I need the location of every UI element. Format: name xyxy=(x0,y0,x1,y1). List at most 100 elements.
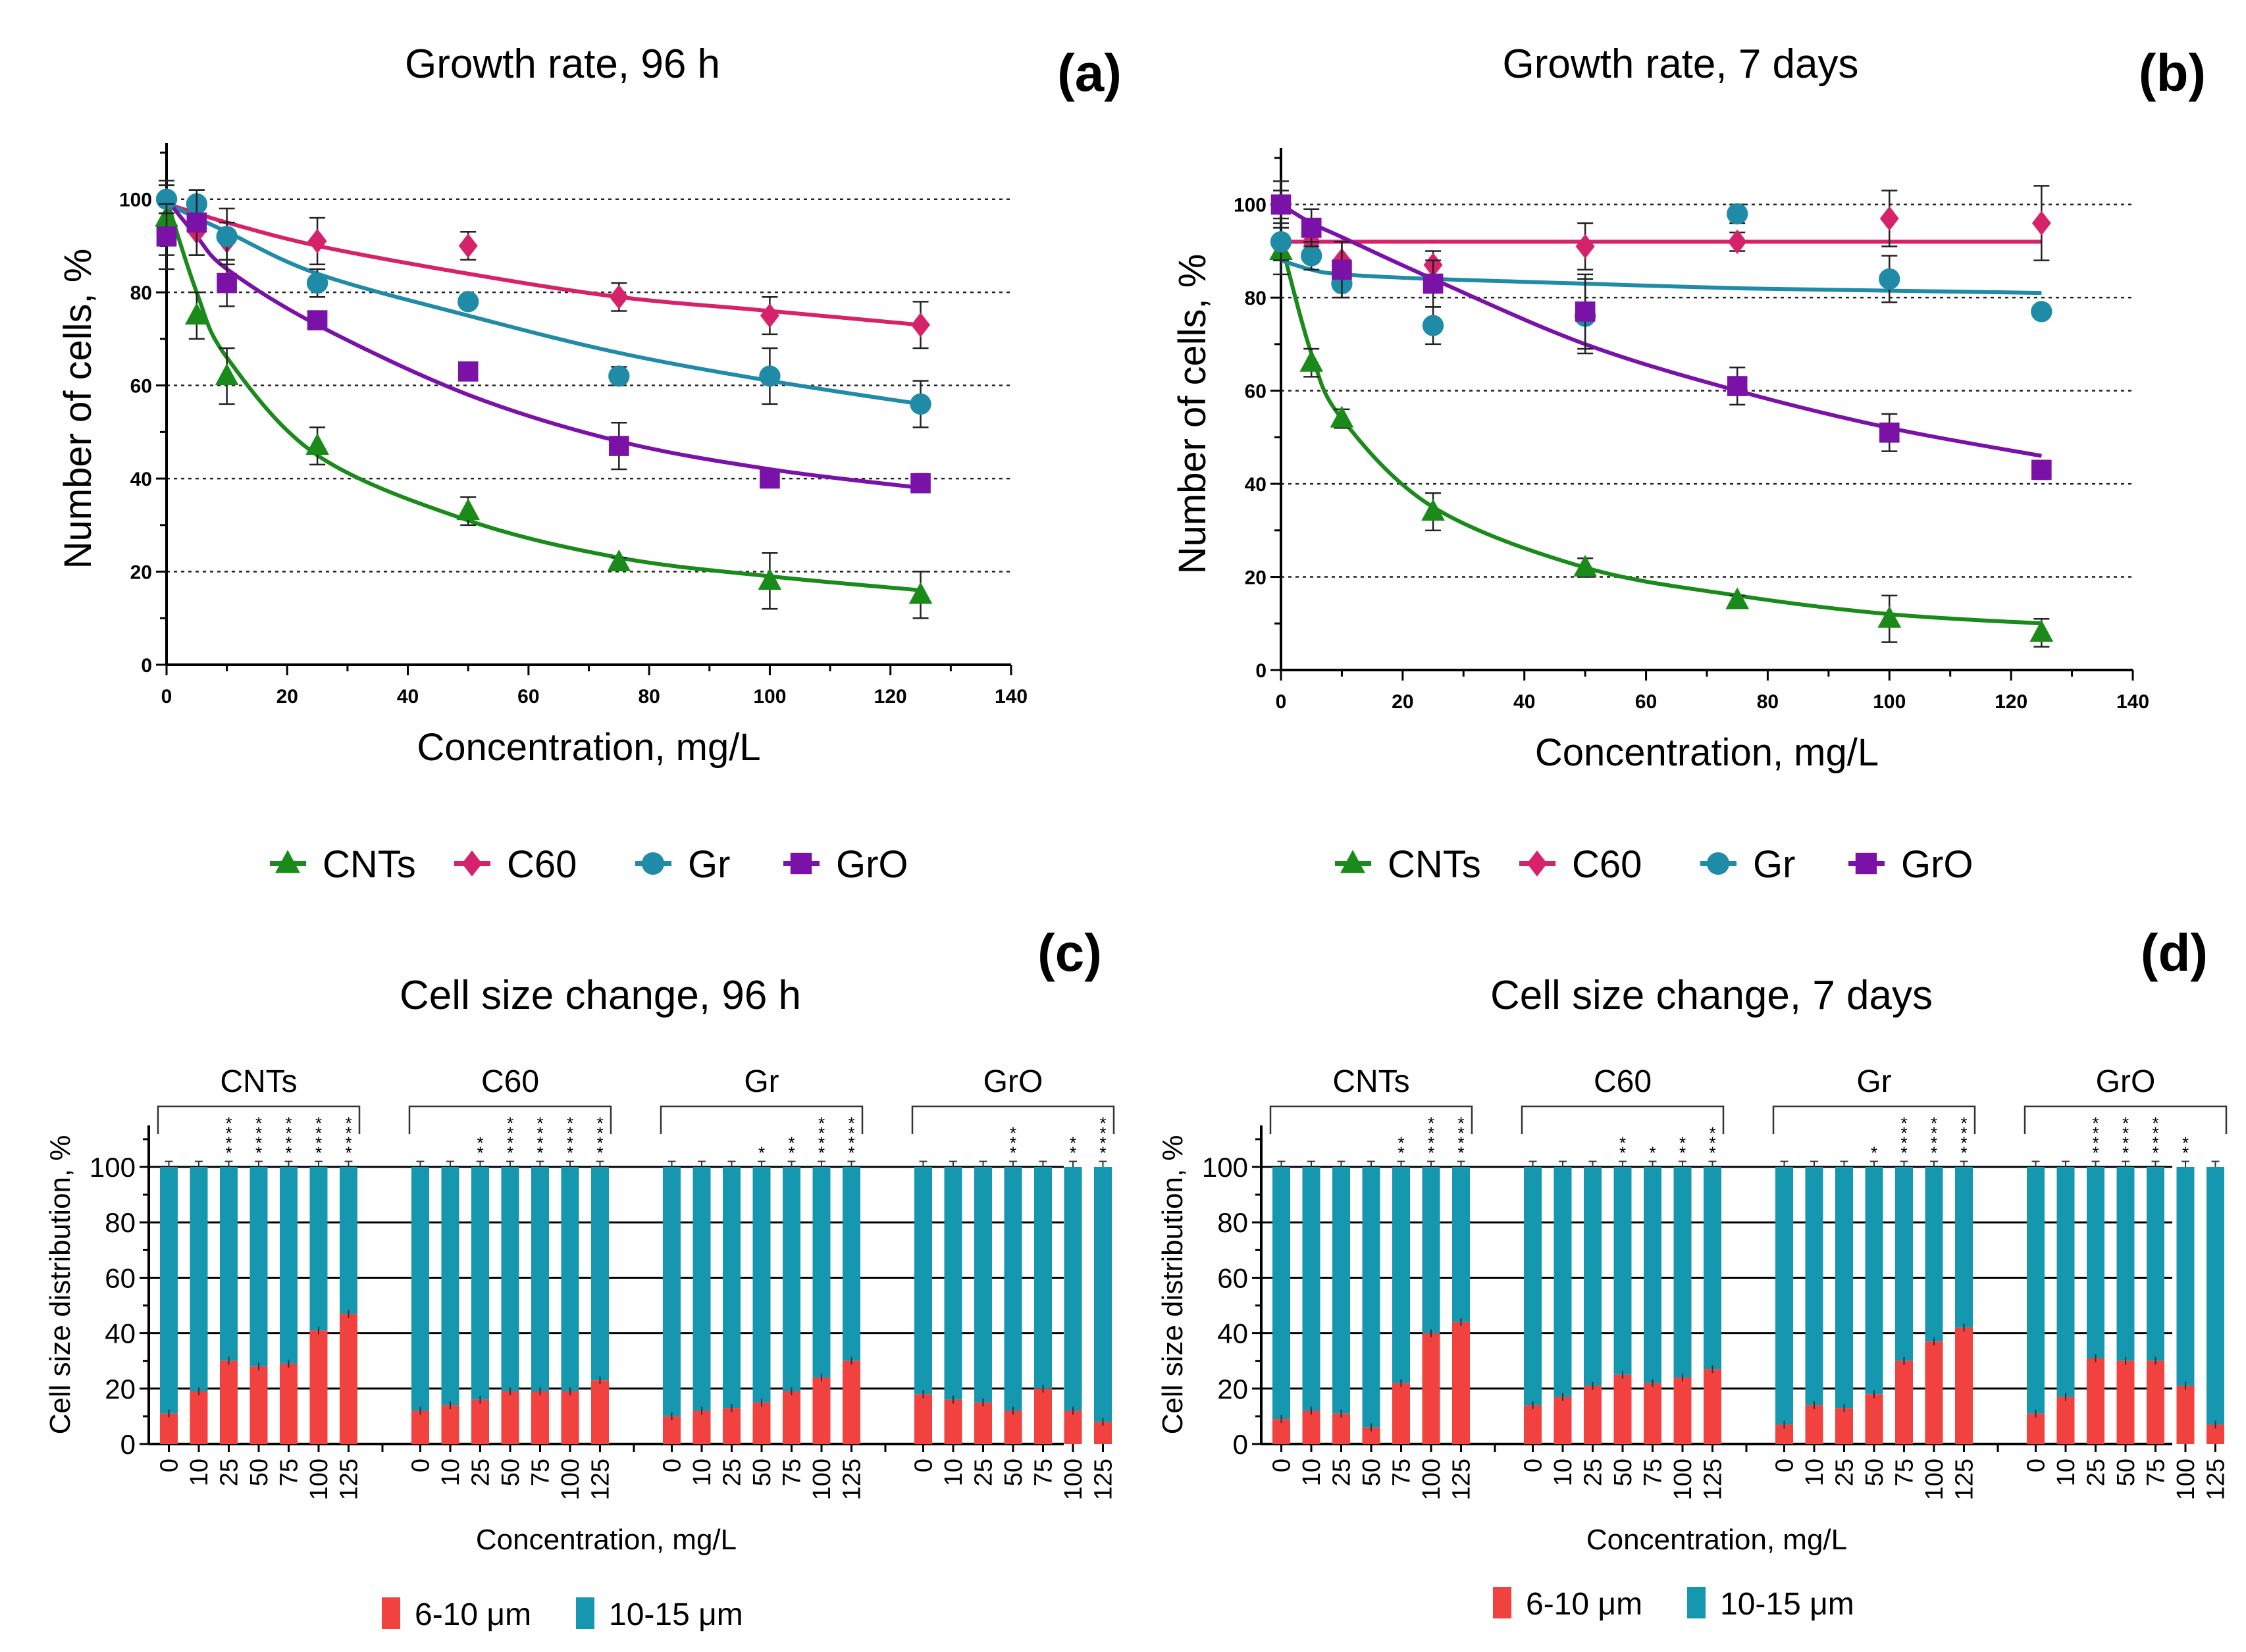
significance-star: * xyxy=(477,1133,483,1152)
data-point-gr xyxy=(910,393,931,415)
significance-star: * xyxy=(1649,1143,1656,1162)
significance-star: * xyxy=(2152,1133,2158,1152)
data-point-gr xyxy=(306,272,328,294)
significance-star: * xyxy=(1457,1133,1464,1152)
y-axis-title: Cell size distribution, % xyxy=(1157,1135,1189,1434)
legend-marker-c60 xyxy=(461,850,483,877)
chart-title: Cell size change, 96 h xyxy=(400,973,801,1018)
panel-b: Growth rate, 7 days (b) 0 20 40 60 80 100 0 20 40 6… xyxy=(1171,41,2206,774)
significance-star: * xyxy=(818,1113,825,1133)
bar-segment-10-15um xyxy=(2147,1167,2164,1361)
bar-segment-6-10um xyxy=(1584,1385,1602,1444)
bar-segment-6-10um xyxy=(411,1410,429,1444)
significance-star: * xyxy=(1099,1133,1106,1152)
group-bracket xyxy=(1521,1105,1725,1134)
data-point-cnts xyxy=(1877,606,1902,628)
x-tick-label: 10 xyxy=(1801,1458,1829,1486)
data-point-gro xyxy=(186,212,207,233)
x-tick-label: 0 xyxy=(407,1458,435,1472)
significance-star: * xyxy=(1931,1133,1937,1152)
data-point-gro xyxy=(1423,273,1444,294)
x-tick-label: 75 xyxy=(1030,1458,1058,1486)
data-point-c60 xyxy=(760,303,779,328)
legend-label: CNTs xyxy=(323,843,416,886)
bar-segment-10-15um xyxy=(2116,1167,2135,1361)
bar-segment-10-15um xyxy=(2176,1167,2195,1386)
data-point-gro xyxy=(2031,459,2052,480)
bar-segment-6-10um xyxy=(723,1408,741,1444)
x-tick-label: 10 xyxy=(1550,1458,1577,1486)
bar-segment-6-10um xyxy=(2116,1360,2135,1444)
significance-star: * xyxy=(1397,1143,1404,1162)
x-tick-label: 10 xyxy=(186,1458,213,1486)
data-point-c60 xyxy=(2031,211,2051,236)
data-point-gro xyxy=(307,310,328,330)
y-tick-label: 20 xyxy=(1217,1374,1248,1405)
bar-segment-6-10um xyxy=(1865,1394,1883,1444)
significance-star: * xyxy=(567,1143,573,1162)
x-tick-label: 0 xyxy=(659,1458,687,1472)
x-tick-label: 20 xyxy=(276,686,298,708)
y-tick-label: 0 xyxy=(141,655,152,677)
x-tick-label: 125 xyxy=(1448,1458,1476,1500)
y-tick-label: 80 xyxy=(1245,288,1267,309)
data-point-gro xyxy=(1270,194,1292,215)
data-point-cnts xyxy=(607,549,631,571)
significance-star: * xyxy=(536,1143,543,1162)
data-point-gro xyxy=(910,473,931,494)
significance-star: * xyxy=(315,1123,322,1143)
significance-star: * xyxy=(1900,1133,1907,1152)
x-axis-title: Concentration, mg/L xyxy=(1586,1524,1847,1556)
bar-segment-10-15um xyxy=(531,1167,549,1392)
bar-segment-10-15um xyxy=(2207,1167,2224,1425)
fit-curve-gro xyxy=(165,197,921,490)
x-tick-label: 50 xyxy=(1000,1458,1028,1486)
y-axis-title: Number of cells, % xyxy=(1171,254,1214,575)
significance-star: * xyxy=(1960,1143,1967,1162)
bar-segment-6-10um xyxy=(663,1416,681,1444)
legend-swatch xyxy=(1493,1587,1511,1618)
legend-marker-gro xyxy=(1855,852,1877,875)
legend-label: C60 xyxy=(507,843,577,886)
x-tick-label: 75 xyxy=(2143,1458,2170,1486)
significance-star: * xyxy=(507,1123,513,1143)
x-tick-label: 120 xyxy=(1995,691,2027,713)
legend-label: 10-15 μm xyxy=(609,1597,743,1632)
bar-segment-6-10um xyxy=(752,1402,771,1444)
panel-a: Growth rate, 96 h (a) 0 20 40 60 80 100 0 20 40 60 8… xyxy=(57,41,1122,769)
significance-star: * xyxy=(345,1133,352,1152)
significance-star: * xyxy=(285,1133,292,1152)
line-legend: CNTs C60 Gr GrO xyxy=(1335,843,1973,886)
significance-star: * xyxy=(1070,1143,1076,1162)
significance-star: * xyxy=(848,1133,854,1152)
data-point-gro xyxy=(1575,301,1596,322)
bar-segment-10-15um xyxy=(1064,1167,1082,1411)
x-tick-label: 10 xyxy=(2052,1458,2080,1486)
bar-segment-10-15um xyxy=(914,1167,932,1395)
data-point-c60 xyxy=(609,284,629,309)
bar-segment-6-10um xyxy=(2147,1360,2164,1444)
significance-star: * xyxy=(596,1123,603,1143)
bar-segment-10-15um xyxy=(1644,1167,1661,1383)
significance-star: * xyxy=(1900,1123,1907,1143)
bar-segment-6-10um xyxy=(280,1363,298,1444)
y-tick-label: 40 xyxy=(105,1318,136,1349)
data-point-cnts xyxy=(215,363,239,386)
x-tick-label: 25 xyxy=(719,1458,746,1486)
bar-segment-10-15um xyxy=(812,1167,831,1378)
x-tick-label: 60 xyxy=(517,686,539,708)
x-tick-label: 25 xyxy=(1831,1458,1859,1486)
x-axis-title: Concentration, mg/L xyxy=(476,1524,737,1556)
significance-star: * xyxy=(596,1113,603,1133)
significance-star: * xyxy=(2152,1143,2158,1162)
bar-segment-6-10um xyxy=(2056,1397,2075,1444)
x-tick-label: 25 xyxy=(1328,1458,1356,1486)
x-tick-label: 50 xyxy=(246,1458,273,1486)
legend-marker-cnts xyxy=(275,850,300,873)
y-tick-label: 60 xyxy=(105,1262,136,1293)
x-tick-label: 10 xyxy=(1298,1458,1326,1486)
x-tick-label: 140 xyxy=(995,686,1028,708)
x-tick-label: 75 xyxy=(1388,1458,1416,1486)
data-point-cnts xyxy=(1421,498,1445,521)
y-tick-label: 0 xyxy=(1255,660,1267,682)
